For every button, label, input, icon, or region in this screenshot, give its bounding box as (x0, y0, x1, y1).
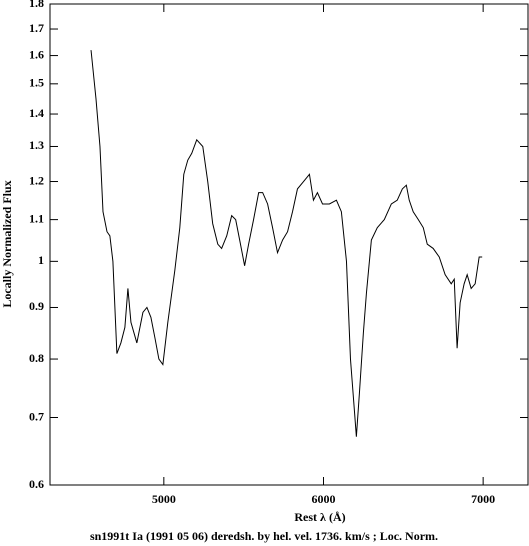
y-tick-label: 1 (38, 253, 44, 267)
caption: sn1991t Ia (1991 05 06) deredsh. by hel.… (90, 529, 438, 543)
y-tick-label: 0.7 (29, 409, 44, 423)
x-tick-label: 6000 (311, 492, 335, 506)
y-tick-label: 1.5 (29, 76, 44, 90)
y-tick-label: 1.2 (29, 173, 44, 187)
x-tick-label: 7000 (471, 492, 495, 506)
y-tick-label: 0.8 (29, 351, 44, 365)
plot-frame (49, 3, 529, 486)
y-tick-label: 1.8 (29, 0, 44, 10)
y-axis-label: Locally Normalized Flux (0, 180, 14, 307)
spectrum-line (90, 50, 483, 437)
y-tick-label: 1.7 (29, 21, 44, 35)
x-tick-label: 5000 (152, 492, 176, 506)
y-tick-label: 1.6 (29, 47, 44, 61)
y-tick-label: 1.4 (29, 106, 44, 120)
y-tick-label: 0.9 (29, 299, 44, 313)
y-tick-label: 1.1 (29, 211, 44, 225)
x-axis-label: Rest λ (Å) (294, 510, 345, 524)
y-tick-label: 1.3 (29, 138, 44, 152)
y-tick-label: 0.6 (29, 477, 44, 491)
